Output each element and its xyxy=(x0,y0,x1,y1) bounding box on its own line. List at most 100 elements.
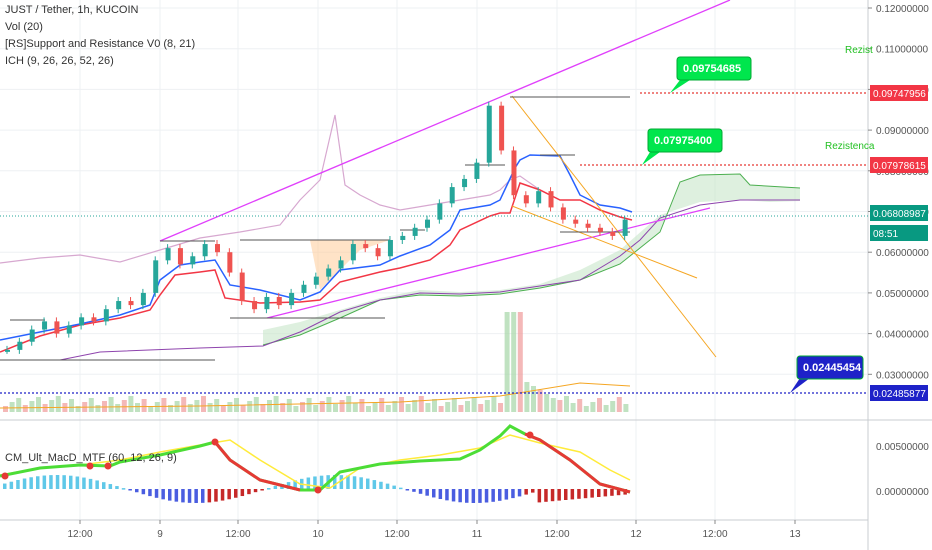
candle-body xyxy=(79,317,85,326)
macd-hist-bar xyxy=(438,489,443,500)
volume-bar xyxy=(121,400,127,412)
volume-bar xyxy=(412,400,418,412)
macd-hist-bar xyxy=(135,489,139,493)
macd-hist-bar xyxy=(128,489,132,491)
candle-body xyxy=(412,227,418,236)
macd-hist-bar xyxy=(359,477,363,489)
volume-bar xyxy=(458,405,464,412)
price-tick-label: 0.04000000 xyxy=(876,330,929,341)
legend-vol: Vol (20) xyxy=(5,21,43,33)
candle-body xyxy=(511,150,517,196)
price-tag-bg xyxy=(870,157,928,173)
time-tick-label: 12 xyxy=(630,529,642,540)
candle-body xyxy=(437,203,443,220)
volume-bar xyxy=(564,396,569,412)
price-tag-bg xyxy=(870,385,928,401)
macd-hist-bar xyxy=(141,489,146,495)
rezistenca-label: Rezistenca xyxy=(825,141,875,152)
price-tick-label: 0.03000000 xyxy=(876,370,929,381)
macd-cross-dot xyxy=(526,431,534,439)
candle-body xyxy=(153,260,159,293)
price-axis: 0.120000000.110000000.100000000.09000000… xyxy=(868,4,929,498)
volume-ma-line xyxy=(0,382,631,409)
candle-body xyxy=(301,284,307,293)
macd-hist-bar xyxy=(471,489,476,503)
macd-hist-bar xyxy=(412,489,416,492)
macd-tick-label: 0.00000000 xyxy=(876,487,929,498)
macd-hist-bar xyxy=(36,476,40,489)
volume-bar xyxy=(36,397,41,412)
macd-hist-bar xyxy=(69,475,73,489)
candle-body xyxy=(573,219,579,224)
macd-cross-dot xyxy=(1,472,9,480)
volume-bar xyxy=(603,405,609,412)
macd-hist-bar xyxy=(531,489,535,493)
candle-body xyxy=(252,301,258,310)
candles xyxy=(5,101,628,354)
price-tick-label: 0.06000000 xyxy=(876,248,929,259)
volume-bar xyxy=(465,401,470,412)
fan-line-shallow xyxy=(511,205,698,279)
macd-hist-bar xyxy=(333,475,337,489)
time-tick-label: 11 xyxy=(472,529,483,540)
macd-hist-bar xyxy=(253,489,258,493)
candle-body xyxy=(523,195,529,204)
candle-body xyxy=(375,248,381,257)
macd-hist-bar xyxy=(405,489,410,491)
volume-bar xyxy=(280,403,286,412)
volume-bar xyxy=(425,403,431,412)
candle-body xyxy=(177,248,183,265)
macd-hist-bar xyxy=(220,489,225,501)
chikou-span xyxy=(0,114,561,264)
macd-hist-bar xyxy=(3,483,7,489)
macd-line-down-1 xyxy=(213,441,301,492)
macd-hist-bar xyxy=(168,489,172,501)
volume-bar xyxy=(3,406,8,412)
macd-hist-bar xyxy=(451,489,456,502)
candle-body xyxy=(622,219,628,236)
volume-bar xyxy=(9,402,15,412)
candle-body xyxy=(474,162,480,179)
volume-bar xyxy=(29,401,35,412)
time-tick-label: 12:00 xyxy=(702,529,727,540)
price-tag-label: 08:51 xyxy=(873,229,898,240)
candle-body xyxy=(202,244,208,257)
candle-body xyxy=(66,325,72,334)
macd-hist-bar xyxy=(577,489,581,499)
macd-histogram xyxy=(3,475,627,503)
volume-bar xyxy=(352,403,358,412)
volume-bar xyxy=(531,386,536,412)
macd-hist-bar xyxy=(418,489,423,494)
volume-bar xyxy=(75,406,81,412)
volume-bar xyxy=(161,398,167,412)
macd-hist-bar xyxy=(49,475,53,489)
macd-hist-bar xyxy=(240,489,245,497)
macd-hist-bar xyxy=(603,489,608,497)
volume-bar xyxy=(478,404,484,412)
macd-hist-bar xyxy=(194,489,198,503)
volume-bar xyxy=(326,397,332,412)
main-legend: JUST / Tether, 1h, KUCOIN Vol (20) [RS]S… xyxy=(5,2,195,70)
volume-bar xyxy=(115,404,121,412)
legend-ich: ICH (9, 26, 26, 52, 26) xyxy=(5,55,114,67)
candle-body xyxy=(128,301,134,306)
macd-hist-bar xyxy=(181,489,185,503)
candle-body xyxy=(276,296,282,306)
volume-bar xyxy=(187,404,193,412)
volume-bar xyxy=(385,405,391,412)
candle-body xyxy=(140,292,146,306)
volume-bar xyxy=(451,398,457,412)
macd-hist-bar xyxy=(75,476,80,489)
candle-body xyxy=(486,105,492,163)
candle-body xyxy=(363,244,369,249)
volume-bar xyxy=(22,405,28,412)
macd-cross-dot xyxy=(104,462,112,470)
sr-zone-shaded xyxy=(310,240,390,290)
price-tick-label: 0.09000000 xyxy=(876,126,929,137)
macd-hist-bar xyxy=(379,481,383,489)
macd-hist-bar xyxy=(517,489,522,497)
volume-bar xyxy=(313,405,319,412)
candle-body xyxy=(42,321,48,330)
